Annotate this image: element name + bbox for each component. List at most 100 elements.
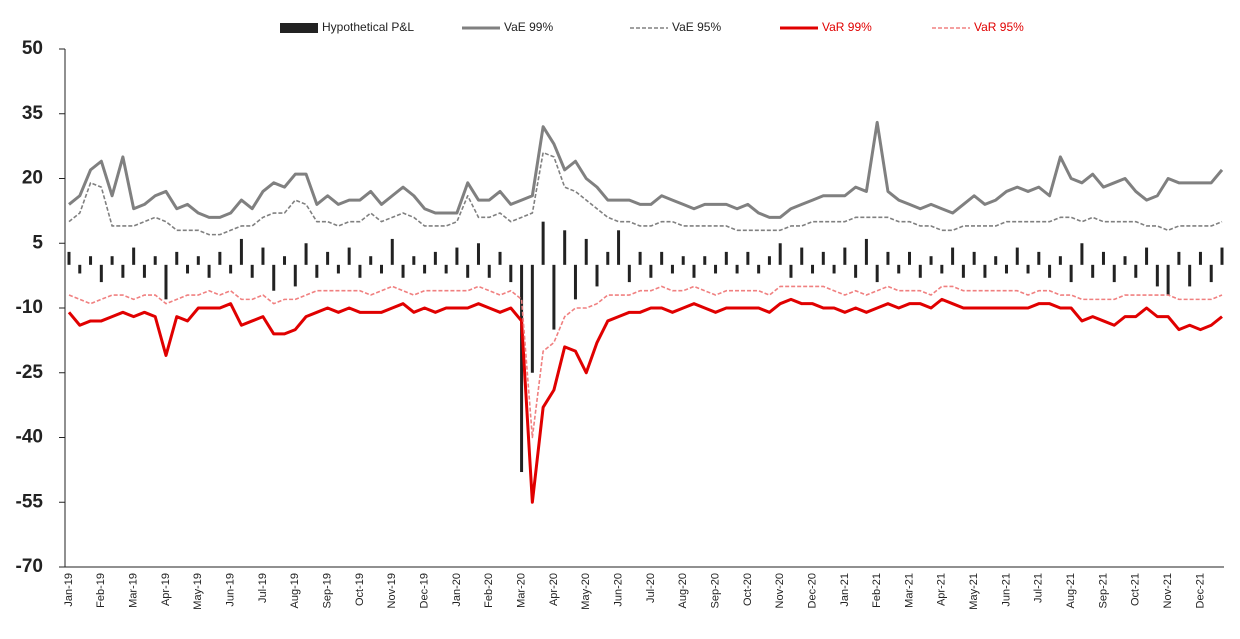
pnl-bar — [908, 251, 912, 265]
pnl-bar — [767, 256, 771, 265]
pnl-bar — [89, 256, 93, 265]
pnl-bar — [1101, 251, 1105, 265]
pnl-bar — [487, 264, 491, 278]
x-tick-label: Jan-19 — [63, 573, 75, 607]
series-line — [68, 151, 1223, 236]
pnl-bar — [153, 256, 157, 265]
pnl-bar — [1026, 264, 1030, 274]
legend-label: VaE 95% — [672, 20, 721, 34]
pnl-bar — [239, 238, 243, 265]
pnl-bar — [1198, 251, 1202, 265]
pnl-bar — [1220, 247, 1224, 265]
pnl-bar — [929, 256, 933, 265]
x-tick-label: Mar-21 — [903, 573, 915, 608]
pnl-bar — [218, 251, 222, 265]
pnl-bar — [918, 264, 922, 278]
pnl-bar — [897, 264, 901, 274]
pnl-bar — [272, 264, 276, 291]
pnl-bar — [1155, 264, 1159, 287]
pnl-bar — [78, 264, 82, 274]
pnl-bar — [746, 251, 750, 265]
x-tick-label: Sep-20 — [709, 573, 721, 608]
pnl-bar — [552, 264, 556, 330]
pnl-bar — [811, 264, 815, 274]
pnl-bar — [229, 264, 233, 274]
pnl-bar — [757, 264, 761, 274]
pnl-bar — [67, 251, 71, 265]
pnl-bar — [336, 264, 340, 274]
pnl-bar — [961, 264, 965, 278]
x-tick-label: Feb-20 — [483, 573, 495, 608]
pnl-bar — [1058, 256, 1062, 265]
x-tick-label: Dec-19 — [419, 573, 431, 608]
pnl-bar — [455, 247, 459, 265]
x-tick-label: Dec-21 — [1194, 573, 1206, 608]
pnl-bar — [724, 251, 728, 265]
pnl-bar — [595, 264, 599, 287]
x-tick-label: Mar-19 — [128, 573, 140, 608]
series-line — [68, 120, 1224, 219]
pnl-bar — [476, 243, 480, 265]
pnl-bar — [1015, 247, 1019, 265]
y-tick-label: -10 — [16, 297, 43, 318]
legend-label: VaR 99% — [822, 20, 872, 34]
pnl-bar — [196, 256, 200, 265]
pnl-bar — [703, 256, 707, 265]
x-tick-label: Aug-20 — [677, 573, 689, 608]
x-tick-label: Jul-19 — [257, 573, 269, 603]
pnl-bar — [110, 256, 114, 265]
pnl-bar — [940, 264, 944, 274]
pnl-bar — [692, 264, 696, 278]
x-tick-label: Jun-19 — [225, 573, 237, 607]
pnl-bar — [573, 264, 577, 300]
pnl-bar — [617, 230, 621, 265]
pnl-bar — [132, 247, 136, 265]
pnl-bar — [1069, 264, 1073, 283]
pnl-bar — [498, 251, 502, 265]
pnl-bar — [315, 264, 319, 278]
pnl-bar — [99, 264, 103, 283]
pnl-bar — [520, 264, 524, 473]
pnl-bar — [530, 264, 534, 373]
y-tick-label: -55 — [16, 491, 44, 512]
legend-label: VaR 95% — [974, 20, 1024, 34]
pnl-bar — [1177, 251, 1181, 265]
pnl-bar — [584, 238, 588, 265]
pnl-bar — [800, 247, 804, 265]
pnl-bar — [1048, 264, 1052, 278]
pnl-bar — [175, 251, 179, 265]
legend-label: Hypothetical P&L — [322, 20, 414, 34]
pnl-bar — [293, 264, 297, 287]
pnl-bar — [638, 251, 642, 265]
pnl-bar — [649, 264, 653, 278]
y-tick-label: 5 — [32, 232, 43, 253]
pnl-bar — [1037, 251, 1041, 265]
pnl-bar — [412, 256, 416, 265]
pnl-bar — [778, 243, 782, 265]
pnl-bar — [250, 264, 254, 278]
pnl-bar — [1091, 264, 1095, 278]
pnl-bar — [789, 264, 793, 278]
y-tick-label: 20 — [22, 168, 43, 189]
pnl-bar — [994, 256, 998, 265]
x-tick-label: Aug-19 — [289, 573, 301, 608]
pnl-bar — [1004, 264, 1008, 274]
x-tick-label: Dec-20 — [806, 573, 818, 608]
pnl-bar — [1112, 264, 1116, 283]
pnl-bar — [444, 264, 448, 274]
pnl-bar — [326, 251, 330, 265]
pnl-bar — [670, 264, 674, 274]
x-tick-label: Mar-20 — [515, 573, 527, 608]
pnl-bar — [875, 264, 879, 283]
x-tick-label: Jul-20 — [645, 573, 657, 603]
pnl-bar — [1166, 264, 1170, 296]
x-tick-label: Apr-21 — [936, 573, 948, 606]
pnl-bar — [304, 243, 308, 265]
series-line — [68, 285, 1223, 439]
x-tick-label: Sep-19 — [322, 573, 334, 608]
pnl-bar — [627, 264, 631, 283]
x-tick-label: Jun-20 — [612, 573, 624, 607]
pnl-bar — [347, 247, 351, 265]
pnl-bar — [369, 256, 373, 265]
